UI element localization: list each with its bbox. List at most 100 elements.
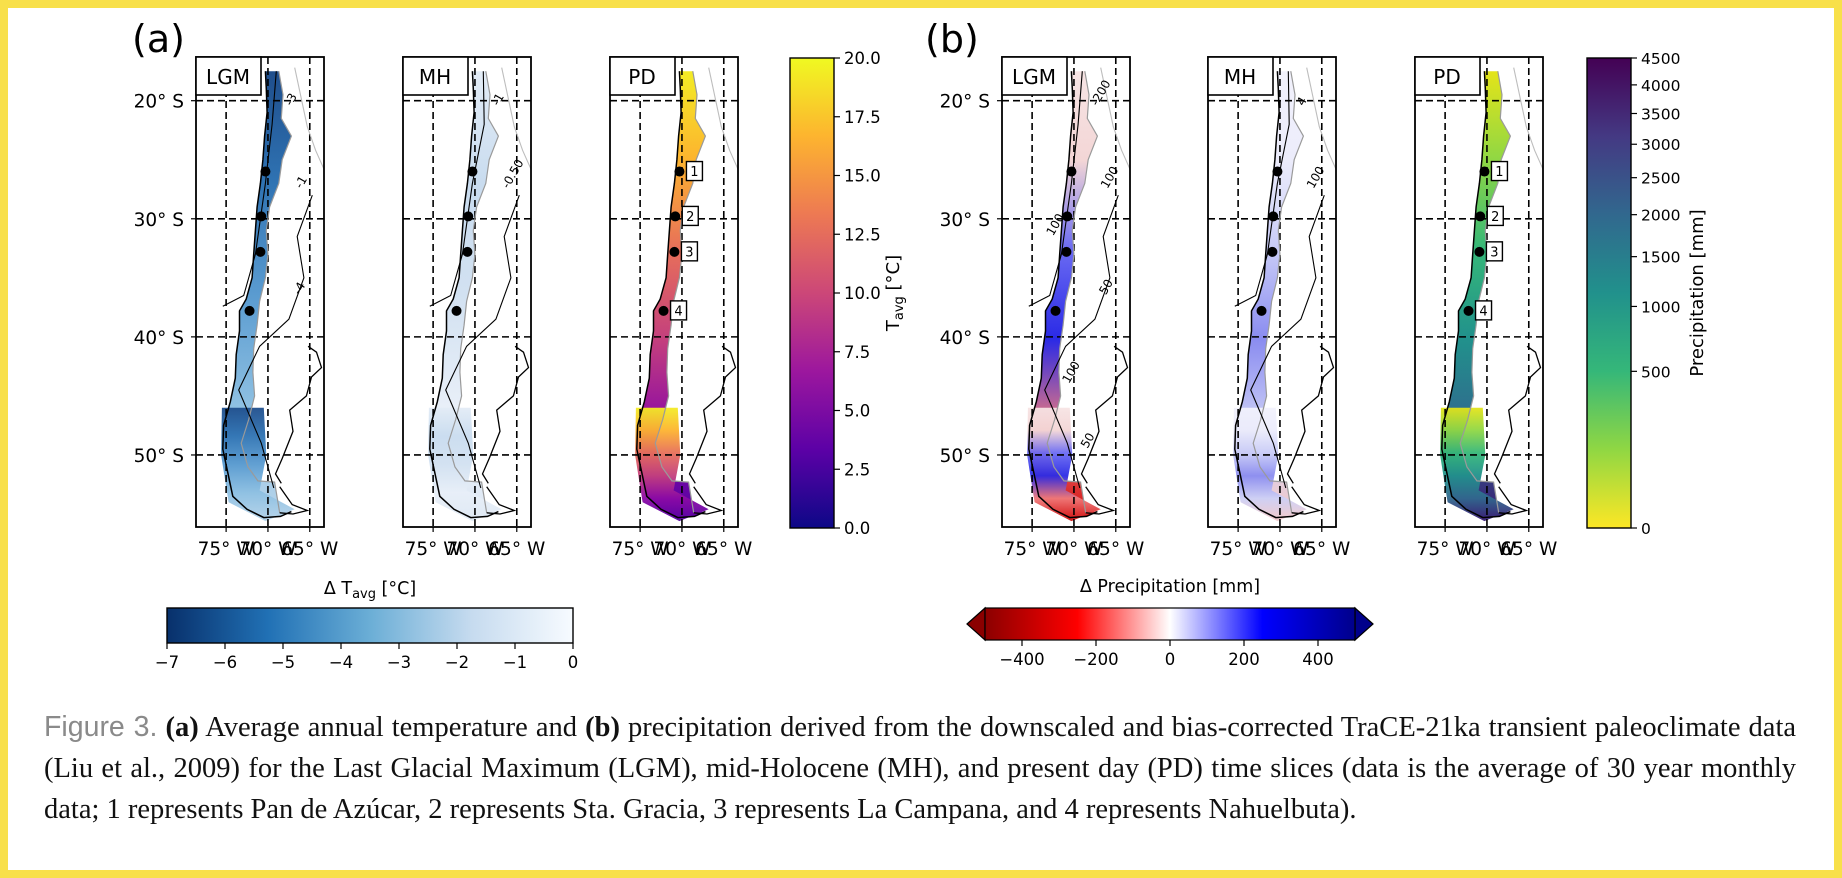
site-tag-box xyxy=(681,205,699,227)
colorbar-tick-label: 500 xyxy=(1641,363,1671,381)
site-marker xyxy=(670,211,681,222)
colorbar-tick-label: 0.0 xyxy=(844,519,870,538)
site-tag-label: 1 xyxy=(690,165,698,180)
colorbar-ramp xyxy=(1586,57,1632,529)
map-label-box xyxy=(1207,56,1274,96)
tierra-del-fuego xyxy=(486,486,517,515)
map-b-pd: 1 2 3 4 PD 75° W70° W65° W xyxy=(1414,56,1557,560)
site-marker xyxy=(462,246,473,257)
colorbar-ramp xyxy=(789,57,835,529)
figure-3: (a) (b) -3 -1 -4 LGM 20° S 30° S 40° S 50° S 75°… xyxy=(132,17,1708,672)
temperature-colorbar: 0.0 2.5 5.0 7.5 10.0 12.5 15.0 17.5 20.0 Tavg [°C… xyxy=(789,49,907,538)
colorbar-tick-label: 1500 xyxy=(1641,249,1680,267)
colorbar-tick-label: −400 xyxy=(999,650,1044,669)
site-tag-label: 2 xyxy=(1491,210,1499,225)
colorbar-tick-label: 12.5 xyxy=(844,225,881,244)
neighbor-border xyxy=(501,67,531,170)
caption-b: (b) xyxy=(585,712,620,743)
site-marker xyxy=(669,246,680,257)
colorbar-tick-label: −4 xyxy=(329,653,353,672)
contour-label: -200 xyxy=(1088,78,1114,109)
colorbar-title: Δ Precipitation [mm] xyxy=(1080,577,1260,597)
land-field xyxy=(1028,71,1098,518)
lat-tick-label: 50° S xyxy=(134,446,184,467)
figure-caption: Figure 3. (a) Average annual temperature… xyxy=(44,707,1796,830)
caption-a: (a) xyxy=(165,712,199,743)
colorbar-tick-label: −1 xyxy=(503,653,527,672)
site-marker xyxy=(1050,305,1061,316)
lat-tick-label: 20° S xyxy=(940,92,990,113)
panel-a-letter: (a) xyxy=(132,17,185,61)
atlantic-coast xyxy=(1080,345,1129,484)
atlantic-coast xyxy=(274,345,323,484)
lon-tick-label: 65° W xyxy=(1500,539,1557,560)
site-marker xyxy=(260,166,271,177)
site-tag-label: 4 xyxy=(1479,304,1487,319)
colorbar-tick-label: 20.0 xyxy=(844,49,881,68)
site-marker xyxy=(1267,246,1278,257)
map-label: MH xyxy=(419,65,451,89)
lat-tick-label: 30° S xyxy=(134,210,184,231)
map-label-box xyxy=(195,56,262,96)
contour-label: -1 xyxy=(292,173,310,190)
site-marker xyxy=(256,211,267,222)
atlantic-coast xyxy=(1286,345,1335,484)
south-field xyxy=(1027,407,1101,522)
map-label-box xyxy=(1001,56,1068,96)
lat-tick-label: 30° S xyxy=(940,210,990,231)
coastline xyxy=(1028,71,1098,519)
site-marker xyxy=(451,305,462,316)
contour-label: 100 xyxy=(1098,164,1122,191)
neighbor-border xyxy=(1306,67,1336,170)
site-tag-box xyxy=(680,241,699,262)
site-marker xyxy=(1479,166,1490,177)
contour-label: 50 xyxy=(1078,430,1098,450)
land-field xyxy=(1234,71,1304,518)
colorbar-tick-label: 3500 xyxy=(1641,105,1680,123)
colorbar-tick-label: −7 xyxy=(155,653,179,672)
site-marker xyxy=(674,166,685,177)
contour-label: 100 xyxy=(1059,359,1083,386)
coastline xyxy=(1441,71,1511,519)
site-tag-box xyxy=(1485,241,1504,262)
precipitation-colorbar: 0 500 1000 1500 2000 2500 3000 3500 4000 4500 Prec… xyxy=(1586,50,1708,538)
colorbar-ramp xyxy=(166,607,574,644)
site-marker xyxy=(658,305,669,316)
colorbar-title: Precipitation [mm] xyxy=(1687,209,1708,376)
map-label: PD xyxy=(628,65,655,89)
site-marker xyxy=(1268,211,1279,222)
contour-label: 4 xyxy=(1294,94,1310,108)
site-tag-box xyxy=(685,160,704,182)
site-marker xyxy=(1475,211,1486,222)
colorbar-tick-label: −5 xyxy=(271,653,295,672)
coastline xyxy=(636,71,706,519)
colorbar-ramp xyxy=(984,607,1356,641)
tierra-del-fuego xyxy=(1291,486,1322,515)
lat-tick-label: 20° S xyxy=(134,92,184,113)
lon-tick-label: 75° W xyxy=(1417,539,1474,560)
lon-tick-label: 75° W xyxy=(612,539,669,560)
land-field xyxy=(636,71,706,518)
caption-text-1: Average annual temperature and xyxy=(198,712,586,743)
colorbar-tick-label: 2.5 xyxy=(844,460,870,479)
coastline xyxy=(1234,71,1304,519)
map-label-box xyxy=(402,56,469,96)
south-field xyxy=(221,407,295,522)
colorbar-tick-label: 15.0 xyxy=(844,167,881,186)
contour-line xyxy=(238,195,313,489)
colorbar-tick-label: 5.0 xyxy=(844,402,870,421)
lon-tick-label: 65° W xyxy=(695,539,752,560)
colorbar-tick-label: 4500 xyxy=(1641,50,1680,68)
lon-tick-label: 70° W xyxy=(1045,539,1102,560)
site-marker xyxy=(1272,166,1283,177)
colorbar-tick-label: 2500 xyxy=(1641,170,1680,188)
delta-precipitation-colorbar: −400 −200 0 200 400 Δ Precipitation [mm] xyxy=(966,577,1374,669)
tierra-del-fuego xyxy=(693,486,724,515)
site-marker xyxy=(255,246,266,257)
lat-tick-label: 50° S xyxy=(940,446,990,467)
colorbar-title: Tavg [°C] xyxy=(883,255,907,332)
lon-tick-label: 65° W xyxy=(1087,539,1144,560)
map-label: LGM xyxy=(1012,65,1056,89)
